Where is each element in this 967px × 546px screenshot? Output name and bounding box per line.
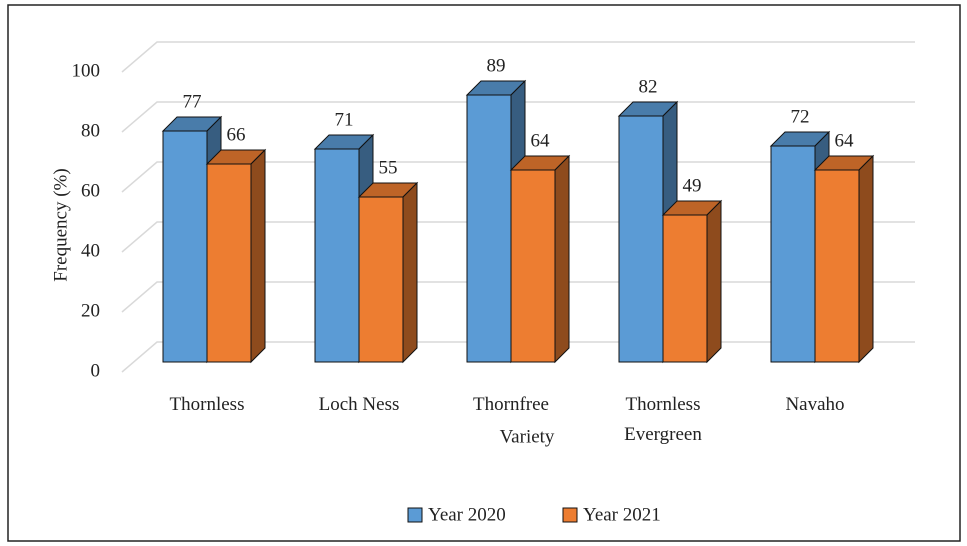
- value-label: 55: [379, 157, 398, 178]
- value-label: 77: [183, 91, 202, 112]
- x-axis-title: Variety: [500, 426, 555, 447]
- bar-front: [358, 196, 404, 363]
- bar-side: [250, 148, 266, 364]
- grid-line: [121, 41, 915, 73]
- y-tick-label: 80: [81, 120, 100, 141]
- value-label: 64: [835, 130, 855, 151]
- legend-label: Year 2021: [583, 504, 661, 525]
- bar-side: [858, 154, 874, 364]
- bar-side: [554, 154, 570, 364]
- legend-swatch: [407, 507, 423, 523]
- bar-front: [662, 214, 708, 363]
- bar-side: [706, 199, 722, 364]
- y-tick-label: 40: [81, 240, 100, 261]
- y-tick-label: 100: [72, 60, 101, 81]
- x-tick-label: Loch Ness: [318, 394, 400, 415]
- bar-front: [814, 169, 860, 363]
- legend-label: Year 2020: [428, 504, 506, 525]
- x-tick-label: Thornfree: [473, 394, 549, 415]
- x-tick-label: Navaho: [785, 394, 845, 415]
- x-tick-label: Thornless: [169, 394, 245, 415]
- x-tick-label: Thornless Evergreen: [624, 394, 702, 445]
- value-label: 64: [531, 130, 551, 151]
- value-label: 82: [639, 76, 658, 97]
- value-label: 66: [227, 124, 246, 145]
- bar-front: [162, 130, 208, 363]
- value-label: 49: [683, 175, 702, 196]
- legend-swatch: [562, 507, 578, 523]
- value-label: 72: [791, 106, 810, 127]
- y-tick-label: 20: [81, 300, 100, 321]
- bar-front: [466, 94, 512, 363]
- bar-side: [402, 181, 418, 364]
- bar-front: [510, 169, 556, 363]
- value-label: 89: [487, 55, 506, 76]
- bar-front: [770, 145, 816, 363]
- y-axis-title: Frequency (%): [50, 168, 71, 281]
- bar-front: [618, 115, 664, 363]
- bar-front: [314, 148, 360, 363]
- y-tick-label: 60: [81, 180, 100, 201]
- bar-front: [206, 163, 252, 363]
- y-tick-label: 0: [91, 360, 101, 381]
- value-label: 71: [335, 109, 354, 130]
- chart-border: [7, 4, 961, 542]
